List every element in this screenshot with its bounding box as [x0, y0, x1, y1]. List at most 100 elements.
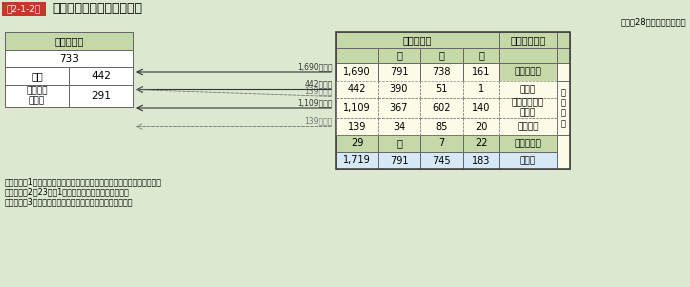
Text: 市　町　村: 市 町 村: [403, 35, 432, 45]
Text: 140: 140: [472, 103, 490, 113]
Bar: [420, 48, 463, 63]
Bar: [499, 98, 557, 118]
Bar: [69, 85, 133, 107]
Text: 1: 1: [478, 84, 484, 94]
Text: 139市町村: 139市町村: [304, 86, 333, 96]
Bar: [499, 32, 557, 48]
Bar: [336, 135, 378, 152]
Bar: [336, 48, 378, 63]
Bar: [378, 63, 420, 81]
Bar: [463, 98, 499, 118]
Text: 村: 村: [478, 51, 484, 61]
Text: 1,690: 1,690: [343, 67, 371, 77]
Text: 442: 442: [348, 84, 366, 94]
Text: 町: 町: [439, 51, 444, 61]
Text: 367: 367: [390, 103, 408, 113]
Text: 51: 51: [435, 84, 448, 94]
Bar: [557, 48, 570, 63]
Text: 7: 7: [438, 139, 444, 148]
Text: （平成28年４月１日現在）: （平成28年４月１日現在）: [620, 18, 686, 26]
Bar: [378, 135, 420, 152]
Text: 合　計: 合 計: [520, 156, 536, 165]
Text: 183: 183: [472, 156, 490, 166]
Bar: [463, 118, 499, 135]
Text: 745: 745: [432, 156, 451, 166]
Text: 791: 791: [390, 156, 408, 166]
Text: 161: 161: [472, 67, 490, 77]
Bar: [378, 152, 420, 169]
Text: 1,109: 1,109: [343, 103, 371, 113]
Text: 1,109市町村: 1,109市町村: [297, 98, 333, 107]
Bar: [2, 2, 46, 16]
Text: 消防本部数: 消防本部数: [55, 36, 83, 46]
Bar: [557, 32, 570, 48]
Bar: [378, 98, 420, 118]
Bar: [378, 48, 420, 63]
Bar: [5, 50, 133, 67]
Bar: [420, 81, 463, 98]
Bar: [5, 85, 69, 107]
Text: 291: 291: [91, 91, 111, 101]
Bar: [5, 32, 133, 107]
Text: 139市町村: 139市町村: [304, 117, 333, 125]
Text: 738: 738: [432, 67, 451, 77]
Bar: [420, 152, 463, 169]
Text: 22: 22: [475, 139, 487, 148]
Text: －: －: [396, 139, 402, 148]
Bar: [499, 63, 557, 81]
Text: 2　23区は1市として単独消防本部に計上。: 2 23区は1市として単独消防本部に計上。: [5, 187, 130, 196]
Bar: [499, 152, 557, 169]
Bar: [336, 81, 378, 98]
Text: 3　広域連合は「一部事務組合等」に含まれる。: 3 広域連合は「一部事務組合等」に含まれる。: [5, 197, 133, 206]
Bar: [5, 67, 69, 85]
Bar: [420, 135, 463, 152]
Bar: [336, 98, 378, 118]
Bar: [69, 67, 133, 85]
Text: 一部事務
組合等: 一部事務 組合等: [26, 86, 48, 106]
Bar: [499, 81, 557, 98]
Bar: [420, 98, 463, 118]
Bar: [378, 81, 420, 98]
Text: 非常備町村: 非常備町村: [515, 139, 542, 148]
Text: 442: 442: [91, 71, 111, 81]
Text: 34: 34: [393, 121, 405, 131]
Text: 1,719: 1,719: [343, 156, 371, 166]
Bar: [336, 63, 378, 81]
Bar: [463, 63, 499, 81]
Text: 市: 市: [396, 51, 402, 61]
Text: （備考）　1　「消防本部及び消防団に関する異動状況報告」により作成: （備考） 1 「消防本部及び消防団に関する異動状況報告」により作成: [5, 177, 162, 186]
Text: 85: 85: [435, 121, 448, 131]
Bar: [463, 48, 499, 63]
Text: 設
置
方
式: 設 置 方 式: [561, 88, 566, 128]
Text: 一部事務組合
等構成: 一部事務組合 等構成: [512, 98, 544, 118]
Bar: [557, 81, 570, 135]
Bar: [336, 152, 378, 169]
Bar: [378, 118, 420, 135]
Text: 第2-1-2図: 第2-1-2図: [7, 5, 41, 13]
Bar: [336, 32, 570, 169]
Text: 602: 602: [432, 103, 451, 113]
Text: 1,690市町村: 1,690市町村: [297, 62, 333, 71]
Bar: [499, 48, 557, 63]
Bar: [420, 63, 463, 81]
Text: 事務委託: 事務委託: [518, 122, 539, 131]
Text: 単　独: 単 独: [520, 85, 536, 94]
Text: 29: 29: [351, 139, 363, 148]
Bar: [463, 152, 499, 169]
Text: 390: 390: [390, 84, 408, 94]
Bar: [336, 118, 378, 135]
Bar: [336, 32, 499, 48]
Bar: [420, 118, 463, 135]
Bar: [5, 32, 133, 50]
Bar: [336, 32, 570, 169]
Text: 常備／非常備: 常備／非常備: [511, 35, 546, 45]
Text: 消防本部の設置方式の内訳: 消防本部の設置方式の内訳: [52, 3, 142, 15]
Bar: [499, 118, 557, 135]
Text: 常備市町村: 常備市町村: [515, 67, 542, 77]
Text: 733: 733: [59, 53, 79, 63]
Bar: [463, 81, 499, 98]
Text: 442市町村: 442市町村: [304, 79, 333, 88]
Text: 791: 791: [390, 67, 408, 77]
Bar: [499, 135, 557, 152]
Bar: [463, 135, 499, 152]
